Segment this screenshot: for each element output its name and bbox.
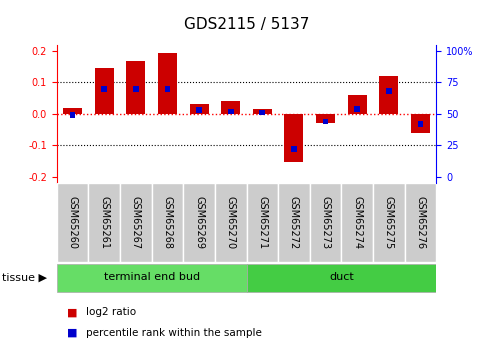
- Bar: [221, 101, 240, 114]
- Text: log2 ratio: log2 ratio: [86, 307, 137, 317]
- Bar: [95, 68, 113, 114]
- Bar: [152, 183, 183, 262]
- Bar: [405, 183, 436, 262]
- Bar: [316, 114, 335, 123]
- Bar: [133, 86, 139, 91]
- Bar: [215, 183, 246, 262]
- Bar: [354, 106, 360, 112]
- Bar: [165, 86, 170, 91]
- Text: GSM65270: GSM65270: [226, 196, 236, 249]
- Bar: [291, 146, 297, 152]
- Bar: [158, 53, 177, 114]
- Bar: [246, 264, 436, 292]
- Bar: [228, 109, 234, 114]
- Text: GDS2115 / 5137: GDS2115 / 5137: [184, 17, 309, 32]
- Bar: [246, 183, 278, 262]
- Bar: [284, 114, 304, 162]
- Bar: [101, 86, 107, 91]
- Text: GSM65272: GSM65272: [289, 196, 299, 249]
- Text: percentile rank within the sample: percentile rank within the sample: [86, 328, 262, 337]
- Bar: [341, 183, 373, 262]
- Text: GSM65269: GSM65269: [194, 196, 204, 249]
- Text: GSM65274: GSM65274: [352, 196, 362, 249]
- Text: GSM65267: GSM65267: [131, 196, 141, 249]
- Text: GSM65271: GSM65271: [257, 196, 267, 249]
- Text: tissue ▶: tissue ▶: [2, 273, 47, 283]
- Text: terminal end bud: terminal end bud: [104, 272, 200, 282]
- Text: GSM65268: GSM65268: [162, 196, 173, 249]
- Bar: [348, 95, 367, 114]
- Bar: [259, 110, 265, 116]
- Text: ■: ■: [67, 328, 77, 337]
- Bar: [88, 183, 120, 262]
- Text: GSM65276: GSM65276: [416, 196, 425, 249]
- Text: GSM65273: GSM65273: [320, 196, 331, 249]
- Bar: [411, 114, 430, 133]
- Bar: [183, 183, 215, 262]
- Bar: [373, 183, 405, 262]
- Bar: [196, 107, 202, 113]
- Bar: [386, 88, 392, 94]
- Bar: [189, 105, 209, 114]
- Bar: [278, 183, 310, 262]
- Bar: [70, 112, 75, 118]
- Bar: [63, 108, 82, 114]
- Bar: [57, 264, 246, 292]
- Text: GSM65260: GSM65260: [68, 196, 77, 249]
- Bar: [126, 60, 145, 114]
- Bar: [57, 183, 88, 262]
- Text: ■: ■: [67, 307, 77, 317]
- Bar: [120, 183, 152, 262]
- Text: duct: duct: [329, 272, 354, 282]
- Bar: [380, 76, 398, 114]
- Bar: [418, 121, 423, 127]
- Bar: [323, 119, 328, 124]
- Bar: [253, 109, 272, 114]
- Text: GSM65275: GSM65275: [384, 196, 394, 249]
- Text: GSM65261: GSM65261: [99, 196, 109, 249]
- Bar: [310, 183, 341, 262]
